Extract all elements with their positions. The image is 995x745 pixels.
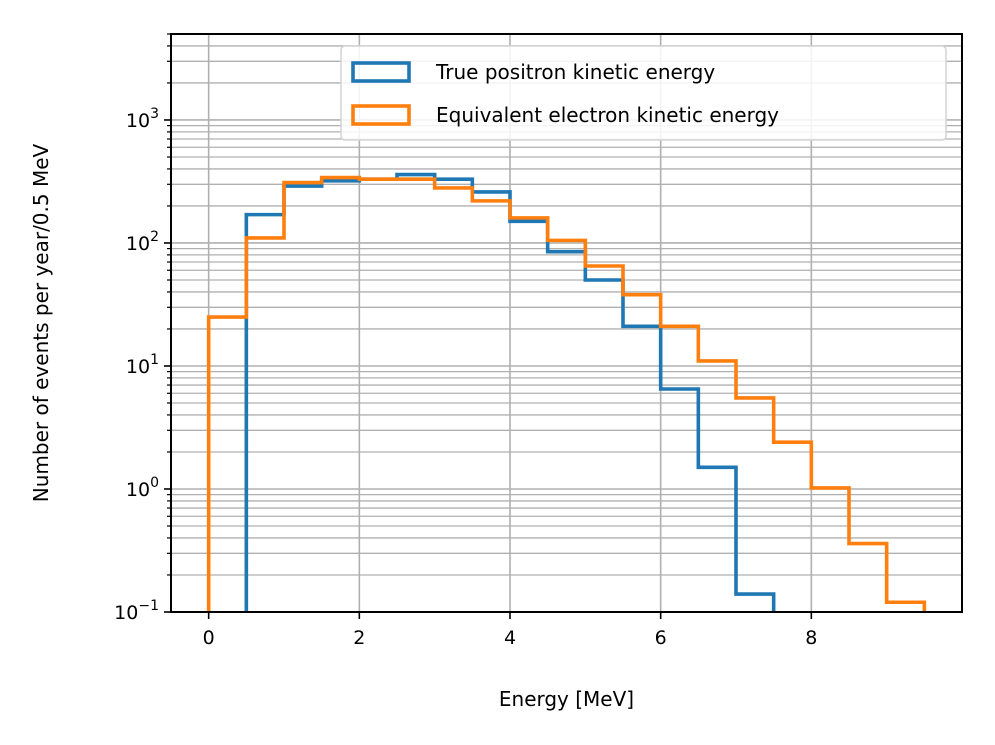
ticks: 0 2 4 6 8 10−1 100 101 102 103 bbox=[114, 33, 817, 649]
legend-swatch bbox=[351, 104, 411, 126]
y-tick-label: 100 bbox=[126, 475, 159, 501]
y-tick-label: 10−1 bbox=[114, 598, 159, 624]
axes-frame bbox=[170, 33, 963, 613]
x-tick-label: 4 bbox=[504, 627, 516, 649]
x-tick-label: 8 bbox=[805, 627, 817, 649]
x-axis-title: Energy [MeV] bbox=[499, 687, 634, 711]
x-tick-label: 6 bbox=[655, 627, 667, 649]
legend-swatch bbox=[351, 61, 411, 83]
y-axis-title: Number of events per year/0.5 MeV bbox=[29, 143, 53, 502]
legend-entry: Equivalent electron kinetic energy bbox=[436, 103, 779, 127]
legend-box bbox=[340, 45, 947, 141]
y-tick-label: 101 bbox=[126, 352, 159, 378]
legend-entry: True positron kinetic energy bbox=[435, 60, 715, 84]
histogram-series bbox=[206, 175, 927, 612]
legend: True positron kinetic energy Equivalent e… bbox=[340, 45, 947, 141]
plot-area bbox=[206, 172, 927, 612]
x-tick-label: 0 bbox=[203, 627, 215, 649]
y-tick-label: 103 bbox=[126, 106, 159, 132]
x-tick-label: 2 bbox=[353, 627, 365, 649]
y-tick-label: 102 bbox=[126, 229, 159, 255]
